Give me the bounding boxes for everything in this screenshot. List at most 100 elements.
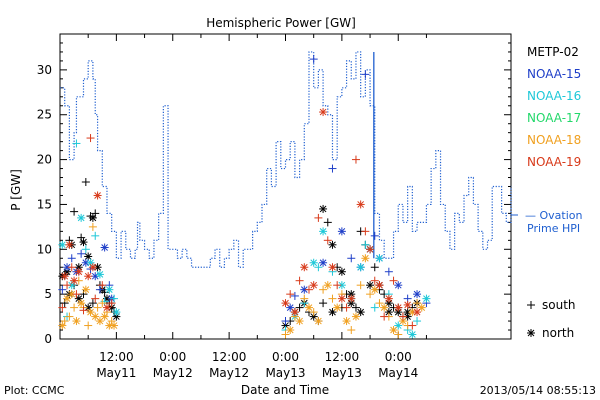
star-d2 (357, 263, 365, 271)
star-d2 (394, 304, 402, 311)
data-point (65, 312, 74, 321)
star-d2 (94, 192, 101, 199)
star-d2 (399, 317, 407, 325)
star-d2 (75, 295, 83, 302)
star-d2 (319, 205, 327, 213)
data-point (347, 294, 356, 303)
data-point (300, 263, 309, 272)
star-d2 (343, 317, 350, 325)
data-point (309, 55, 318, 64)
data-point (72, 290, 81, 299)
data-point (86, 134, 95, 143)
data-point (361, 227, 370, 236)
data-point (98, 299, 107, 308)
data-point (88, 299, 97, 308)
data-point (370, 231, 379, 240)
x-tick-time: 0:00 (385, 350, 412, 364)
star-d2 (404, 301, 411, 309)
star-d2 (413, 308, 421, 316)
data-point (375, 299, 384, 308)
star-d2 (357, 201, 365, 208)
data-point (91, 209, 100, 218)
star-d2 (73, 317, 80, 325)
data-point (370, 303, 379, 312)
star-d2 (84, 272, 92, 280)
data-point (84, 272, 93, 281)
star-d2 (110, 322, 118, 329)
star-d2 (77, 299, 85, 307)
data-point (309, 258, 318, 267)
data-point (100, 243, 109, 252)
data-point (110, 294, 119, 303)
data-point (67, 263, 76, 272)
data-point (323, 281, 332, 290)
data-point (347, 254, 356, 263)
data-point (70, 276, 79, 285)
star-d2 (70, 277, 78, 285)
legend-entry: NOAA-18 (527, 133, 581, 147)
data-point (351, 155, 360, 164)
ovation-legend: — Ovation Prime HPI (511, 209, 583, 235)
data-point (351, 303, 360, 312)
data-point (105, 285, 114, 294)
star-d2 (82, 286, 90, 294)
y-tick-label: 20 (37, 153, 52, 167)
data-point (309, 308, 318, 317)
data-point (95, 285, 104, 294)
data-point (91, 231, 100, 240)
star-d2 (61, 272, 69, 280)
star-d2 (329, 263, 336, 271)
y-tick-label: 5 (44, 287, 52, 301)
data-point (375, 254, 384, 263)
data-point (107, 299, 116, 308)
data-point (81, 285, 90, 294)
legend-entry: NOAA-19 (527, 155, 581, 169)
y-tick-label: 30 (37, 63, 52, 77)
data-point (58, 285, 67, 294)
data-point (304, 303, 313, 312)
marker-legend-label: north (542, 326, 574, 340)
data-point (79, 238, 88, 247)
x-tick-date: May11 (96, 366, 136, 380)
data-point (81, 178, 90, 187)
data-point (319, 204, 328, 213)
data-point (112, 308, 121, 317)
data-point (408, 321, 417, 330)
data-point (304, 285, 313, 294)
x-tick-date: May14 (378, 366, 418, 380)
star-d2 (324, 281, 332, 289)
data-point (91, 294, 100, 303)
data-point (281, 317, 290, 326)
star-d2 (75, 268, 83, 276)
star-d2 (385, 295, 393, 302)
data-point (286, 326, 295, 335)
data-point (67, 254, 76, 263)
series-noaa-19 (58, 108, 422, 330)
data-point (70, 207, 79, 216)
star-d2 (101, 244, 108, 251)
data-point (300, 294, 309, 303)
data-point (290, 291, 299, 300)
data-point (319, 258, 328, 267)
star-d2 (87, 308, 94, 316)
star-d2 (333, 304, 341, 311)
data-point (84, 252, 93, 261)
star-d2 (366, 281, 374, 289)
data-point (95, 270, 104, 279)
data-point (361, 254, 370, 263)
star-d2 (87, 259, 94, 267)
x-axis-ticks: 12:00 May11 0:00 May12 12:00 May12 0:00 May13 12… (87, 34, 427, 380)
star-d2 (338, 227, 346, 235)
data-point (295, 303, 304, 312)
data-point (323, 236, 332, 245)
star-d2 (376, 281, 383, 289)
data-point (413, 308, 422, 317)
marker-legend-entry: south (527, 298, 576, 312)
x-tick-date: May13 (322, 366, 362, 380)
data-point (422, 294, 431, 303)
x-axis-label: Date and Time (241, 383, 329, 397)
ovation-line (60, 51, 512, 268)
data-point (319, 285, 328, 294)
data-point (403, 300, 412, 309)
data-point (70, 303, 79, 312)
